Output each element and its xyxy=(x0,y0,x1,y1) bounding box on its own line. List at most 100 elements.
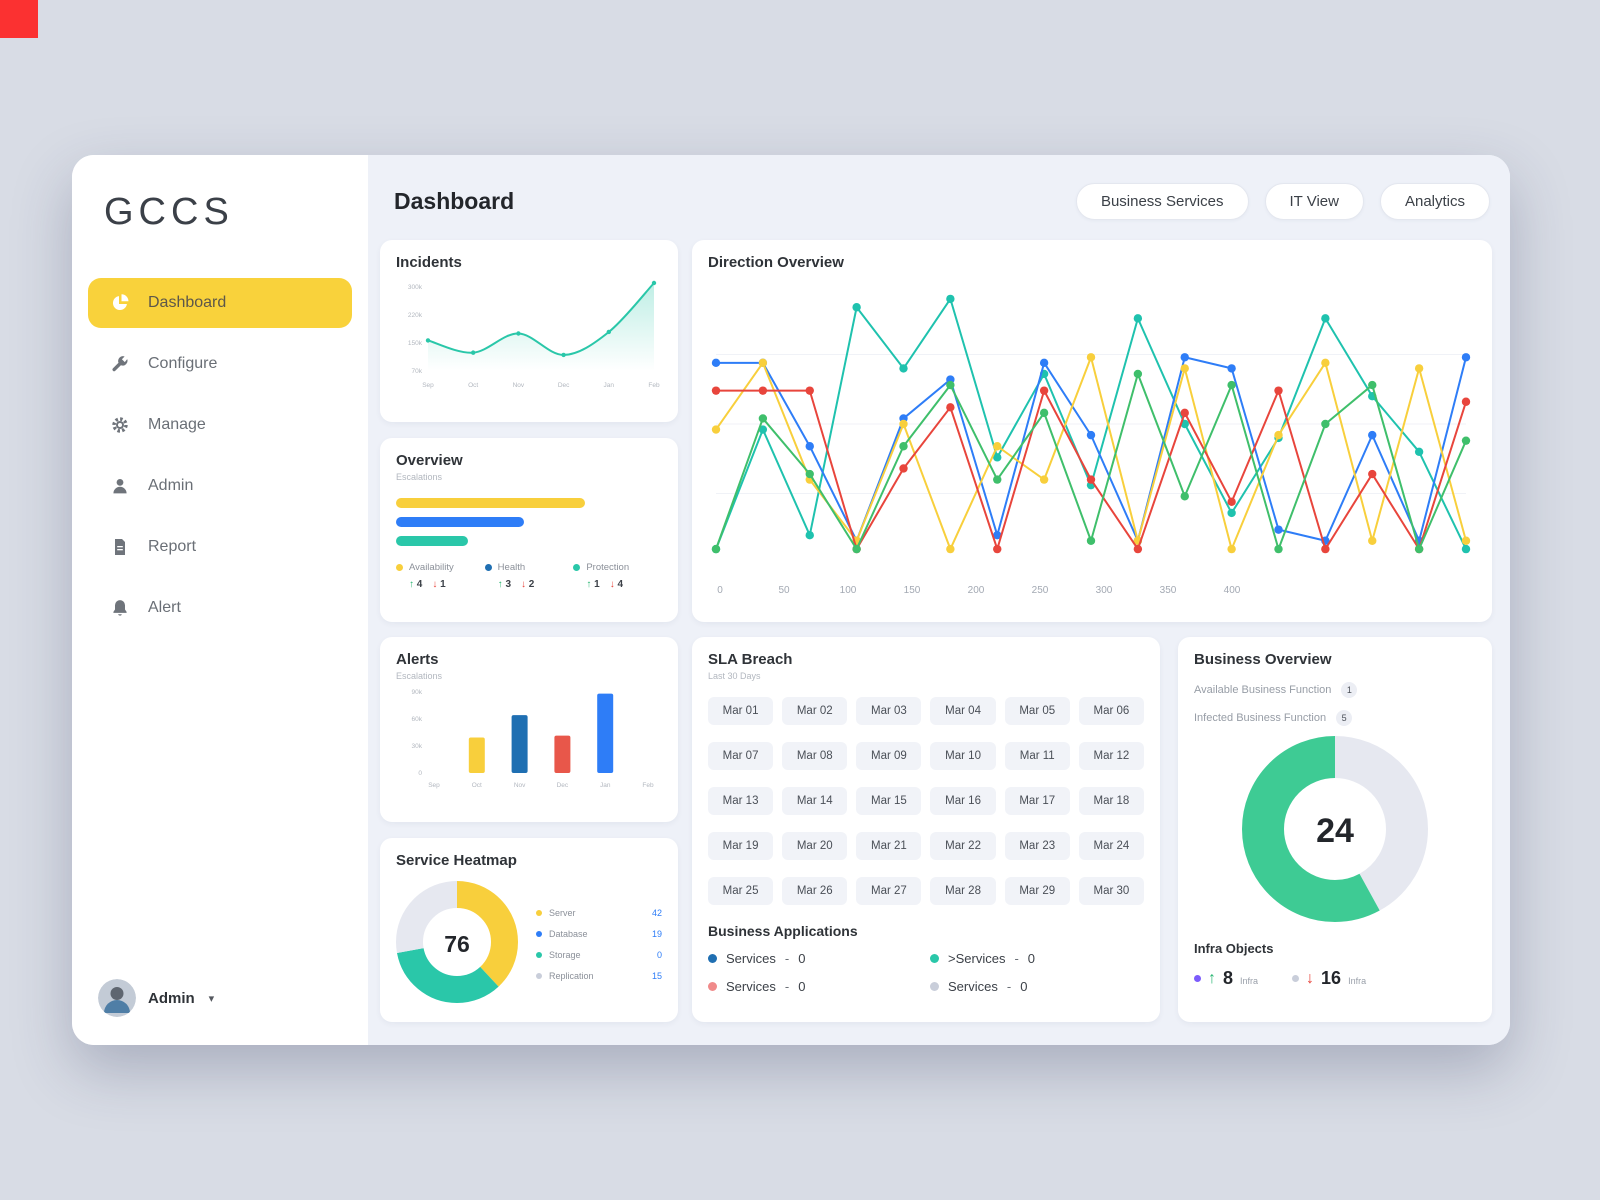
sla-date-chip[interactable]: Mar 27 xyxy=(856,877,922,905)
sla-date-chip[interactable]: Mar 26 xyxy=(782,877,848,905)
svg-text:Dec: Dec xyxy=(558,382,570,389)
heatmap-legend-item: Server 42 xyxy=(536,908,662,918)
service-heatmap-card: Service Heatmap 76 Server 42 Database 19 Sto… xyxy=(380,838,678,1022)
svg-text:Oct: Oct xyxy=(472,782,482,789)
sla-date-chip[interactable]: Mar 08 xyxy=(782,742,848,770)
service-heatmap-title: Service Heatmap xyxy=(396,852,517,869)
legend-value: 0 xyxy=(656,950,662,960)
svg-text:Sep: Sep xyxy=(422,382,434,389)
sla-date-chip[interactable]: Mar 01 xyxy=(708,697,774,725)
sla-date-chip[interactable]: Mar 07 xyxy=(708,742,774,770)
separator: - xyxy=(784,979,790,994)
sla-date-chip[interactable]: Mar 28 xyxy=(930,877,996,905)
sla-date-chip[interactable]: Mar 25 xyxy=(708,877,774,905)
app-window: GCCS Dashboard Configure Manage Admin Report… xyxy=(72,155,1510,1045)
app-logo: GCCS xyxy=(104,191,234,233)
svg-text:Feb: Feb xyxy=(642,782,654,789)
business-function-row: Available Business Function 1 xyxy=(1194,682,1476,698)
sidebar-item-label: Manage xyxy=(148,416,206,433)
sla-date-chip[interactable]: Mar 19 xyxy=(708,832,774,860)
business-overview-title: Business Overview xyxy=(1194,651,1332,668)
sidebar-item-manage[interactable]: Manage xyxy=(88,400,352,450)
sla-date-chip[interactable]: Mar 05 xyxy=(1004,697,1070,725)
svg-text:Oct: Oct xyxy=(468,382,478,389)
analytics-button[interactable]: Analytics xyxy=(1379,183,1490,220)
business-overview-donut: 24 xyxy=(1242,736,1428,927)
separator: - xyxy=(1006,979,1012,994)
direction-overview-chart: 0 50 100 150 200 250 300 350 400 xyxy=(711,294,1471,596)
sla-date-chip[interactable]: Mar 30 xyxy=(1078,877,1144,905)
direction-overview-title: Direction Overview xyxy=(708,254,844,271)
user-menu[interactable]: Admin ▾ xyxy=(98,979,214,1017)
application-label: Services xyxy=(948,979,998,994)
sidebar: GCCS Dashboard Configure Manage Admin Report… xyxy=(72,155,368,1045)
sla-date-chip[interactable]: Mar 09 xyxy=(856,742,922,770)
sidebar-nav: Dashboard Configure Manage Admin Report Alert xyxy=(88,278,352,633)
sidebar-item-alert[interactable]: Alert xyxy=(88,583,352,633)
svg-text:Jan: Jan xyxy=(604,382,615,389)
sidebar-item-configure[interactable]: Configure xyxy=(88,339,352,389)
svg-text:Jan: Jan xyxy=(600,782,611,789)
svg-text:100: 100 xyxy=(840,585,857,596)
sidebar-item-label: Admin xyxy=(148,477,194,494)
sla-date-chip[interactable]: Mar 24 xyxy=(1078,832,1144,860)
sla-date-chip[interactable]: Mar 17 xyxy=(1004,787,1070,815)
sla-date-chip[interactable]: Mar 15 xyxy=(856,787,922,815)
infra-unit: Infra xyxy=(1348,975,1367,986)
application-value: 0 xyxy=(798,979,806,994)
overview-legend-item: Availability ↑ 4 ↓ 1 xyxy=(396,562,485,590)
down-arrow-icon: ↓ xyxy=(609,579,615,590)
incidents-card: Incidents 300k 220k 150k 70k Sep Oct Nov Dec Jan… xyxy=(380,240,678,422)
svg-text:60k: 60k xyxy=(412,716,423,723)
sla-date-chip[interactable]: Mar 02 xyxy=(782,697,848,725)
down-count: ↓ 4 xyxy=(609,579,624,590)
main-content: Dashboard Business Services IT View Analyt… xyxy=(368,155,1510,1045)
heatmap-legend-item: Replication 15 xyxy=(536,971,662,981)
sla-date-chip[interactable]: Mar 29 xyxy=(1004,877,1070,905)
it-view-button[interactable]: IT View xyxy=(1264,183,1364,220)
sla-date-chip[interactable]: Mar 12 xyxy=(1078,742,1144,770)
legend-dot xyxy=(930,982,939,991)
sidebar-item-report[interactable]: Report xyxy=(88,522,352,572)
corner-marker xyxy=(0,0,38,38)
sla-date-chip[interactable]: Mar 11 xyxy=(1004,742,1070,770)
legend-dot xyxy=(708,982,717,991)
business-applications-legend: Services -0 >Services -0 Services -0 Services -… xyxy=(708,951,1144,994)
legend-label: Server xyxy=(549,908,576,918)
legend-value: 15 xyxy=(651,971,662,981)
sidebar-item-dashboard[interactable]: Dashboard xyxy=(88,278,352,328)
main-header: Dashboard Business Services IT View Analyt… xyxy=(394,183,1490,220)
sla-date-chip[interactable]: Mar 16 xyxy=(930,787,996,815)
sla-date-chip[interactable]: Mar 22 xyxy=(930,832,996,860)
overview-legend-item: Health ↑ 3 ↓ 2 xyxy=(484,562,574,590)
sla-date-grid: Mar 01 Mar 02 Mar 03 Mar 04 Mar 05 Mar 06 Mar … xyxy=(708,697,1144,905)
sla-date-chip[interactable]: Mar 04 xyxy=(930,697,996,725)
sla-date-chip[interactable]: Mar 14 xyxy=(782,787,848,815)
alerts-card: Alerts Escalations 90k 60k 30k 0 Sep Oct Nov De… xyxy=(380,637,678,822)
legend-label: Protection xyxy=(586,562,630,573)
sla-date-chip[interactable]: Mar 18 xyxy=(1078,787,1144,815)
service-heatmap-total: 76 xyxy=(444,931,470,957)
report-icon xyxy=(110,537,130,557)
sla-date-chip[interactable]: Mar 06 xyxy=(1078,697,1144,725)
business-services-button[interactable]: Business Services xyxy=(1075,183,1249,220)
user-name: Admin xyxy=(148,989,195,1007)
overview-bar-availability xyxy=(396,498,585,508)
separator: - xyxy=(784,951,790,966)
sla-date-chip[interactable]: Mar 21 xyxy=(856,832,922,860)
sidebar-item-admin[interactable]: Admin xyxy=(88,461,352,511)
svg-text:Sep: Sep xyxy=(428,782,440,789)
sidebar-item-label: Report xyxy=(148,538,197,555)
business-application-item: Services -0 xyxy=(708,979,922,994)
alerts-title: Alerts xyxy=(396,651,439,668)
sla-date-chip[interactable]: Mar 13 xyxy=(708,787,774,815)
sla-date-chip[interactable]: Mar 10 xyxy=(930,742,996,770)
sidebar-item-label: Configure xyxy=(148,355,218,372)
sla-date-chip[interactable]: Mar 03 xyxy=(856,697,922,725)
down-count: ↓ 1 xyxy=(432,579,446,590)
heatmap-legend-item: Database 19 xyxy=(536,929,662,939)
sla-date-chip[interactable]: Mar 20 xyxy=(782,832,848,860)
business-overview-total: 24 xyxy=(1316,812,1354,850)
sla-date-chip[interactable]: Mar 23 xyxy=(1004,832,1070,860)
infra-unit: Infra xyxy=(1240,975,1259,986)
